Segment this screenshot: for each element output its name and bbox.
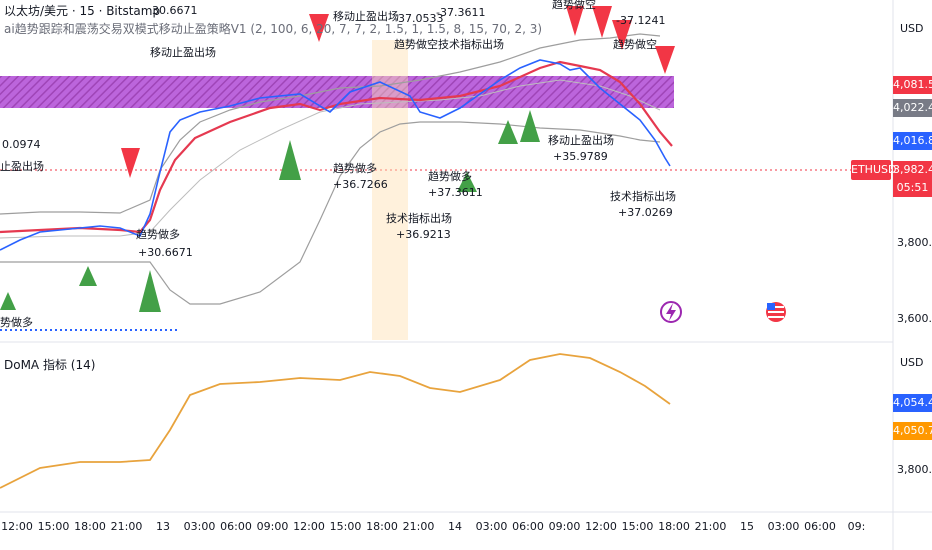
time-tick-label: 12:00 — [585, 520, 617, 533]
annotation-label: 势做多 — [0, 316, 33, 329]
annotation-label: 趋势做空 — [552, 0, 596, 11]
time-tick-label: 12:00 — [293, 520, 325, 533]
indicator-badge-blue: 4,054.4 — [893, 394, 932, 412]
blue-price-line — [0, 59, 671, 251]
time-tick-label: 03:00 — [475, 520, 508, 533]
annotation-value: 30.6671 — [152, 4, 198, 17]
time-tick-label: 06:00 — [220, 520, 252, 533]
sell-signals — [121, 6, 675, 178]
price-badge-mid: 4,022.4 — [893, 99, 932, 117]
time-tick-label: 21:00 — [694, 520, 727, 533]
time-tick-label: 06:00 — [512, 520, 544, 533]
red-trend-line — [0, 60, 673, 234]
annotation-value: +37.0269 — [618, 206, 673, 219]
purple-signal-zone — [0, 76, 674, 108]
time-tick-label: 18:00 — [74, 520, 106, 533]
annotation-label: 技术指标出场 — [610, 190, 676, 203]
lightning-icon[interactable] — [660, 301, 682, 323]
time-tick-label: 09: — [847, 520, 866, 533]
time-tick-label: 18:00 — [658, 520, 690, 533]
annotation-label: 止盈出场 — [0, 160, 44, 173]
annotation-value: 0.0974 — [2, 138, 41, 151]
annotation-label: 趋势做多 — [428, 170, 472, 183]
annotation-value: +36.9213 — [396, 228, 451, 241]
time-tick-label: 15:00 — [329, 520, 362, 533]
annotation-value: -37.3611 — [436, 6, 486, 19]
countdown-badge: 05:51 — [893, 179, 932, 197]
indicator-tick-3800: 3,800.0 — [897, 463, 932, 476]
price-badge-high: 4,081.5 — [893, 76, 932, 94]
us-flag-icon[interactable] — [766, 302, 786, 322]
annotation-value: +36.7266 — [333, 178, 388, 191]
time-tick-label: 21:00 — [110, 520, 143, 533]
time-tick-label: 13 — [156, 520, 170, 533]
time-tick-label: 03:00 — [183, 520, 216, 533]
price-badge-blue: 4,016.8 — [893, 132, 932, 150]
buy-signals — [0, 110, 540, 312]
annotation-label: 移动止盈出场 — [150, 46, 216, 59]
symbol-title[interactable]: 以太坊/美元 · 15 · Bitstamp — [4, 4, 161, 18]
price-tick-3800: 3,800.0 — [897, 236, 932, 249]
annotation-label: 趋势做空 — [613, 38, 657, 51]
symbol-tag[interactable]: ETHUSD — [851, 160, 896, 180]
annotation-label: 趋势做多 — [333, 162, 377, 175]
indicator-badge-orange: 4,050.7 — [893, 422, 932, 440]
time-tick-label: 14 — [448, 520, 462, 533]
middle-band-line — [0, 79, 661, 239]
time-tick-label: 09:00 — [256, 520, 289, 533]
annotation-value: +30.6671 — [138, 246, 193, 259]
annotation-label: 趋势做多 — [136, 228, 180, 241]
time-tick-label: 18:00 — [366, 520, 398, 533]
indicator-legend[interactable]: DoMA 指标 (14) — [4, 358, 96, 372]
price-tick-3600: 3,600.0 — [897, 312, 932, 325]
annotation-label: 移动止盈出场 — [333, 10, 399, 23]
time-tick-label: 21:00 — [402, 520, 435, 533]
annotation-label: 移动止盈出场 — [548, 134, 614, 147]
upper-band-line — [0, 33, 661, 215]
orange-highlight-zone — [372, 40, 408, 340]
time-tick-label: 15:00 — [621, 520, 654, 533]
annotation-label: 趋势做空技术指标出场 — [394, 38, 504, 51]
time-tick-label: 15 — [740, 520, 754, 533]
annotation-value: -37.0533 — [394, 12, 444, 25]
indicator-axis-currency[interactable]: USD — [900, 356, 924, 369]
annotation-value: +35.9789 — [553, 150, 608, 163]
time-tick-label: 06:00 — [804, 520, 836, 533]
annotation-value: -37.1241 — [616, 14, 666, 27]
strategy-legend[interactable]: ai趋势跟踪和震荡交易双模式移动止盈策略V1 (2, 100, 6, 20, 7… — [4, 22, 543, 36]
time-tick-label: 12:00 — [1, 520, 33, 533]
price-badge-current: 3,982.4 — [893, 161, 932, 179]
lower-band-line — [0, 121, 661, 305]
annotation-label: 技术指标出场 — [386, 212, 452, 225]
doma-line — [0, 353, 671, 489]
annotation-value: +37.3611 — [428, 186, 483, 199]
time-tick-label: 15:00 — [37, 520, 70, 533]
time-tick-label: 09:00 — [548, 520, 581, 533]
time-tick-label: 03:00 — [767, 520, 800, 533]
price-axis-currency[interactable]: USD — [900, 22, 924, 35]
